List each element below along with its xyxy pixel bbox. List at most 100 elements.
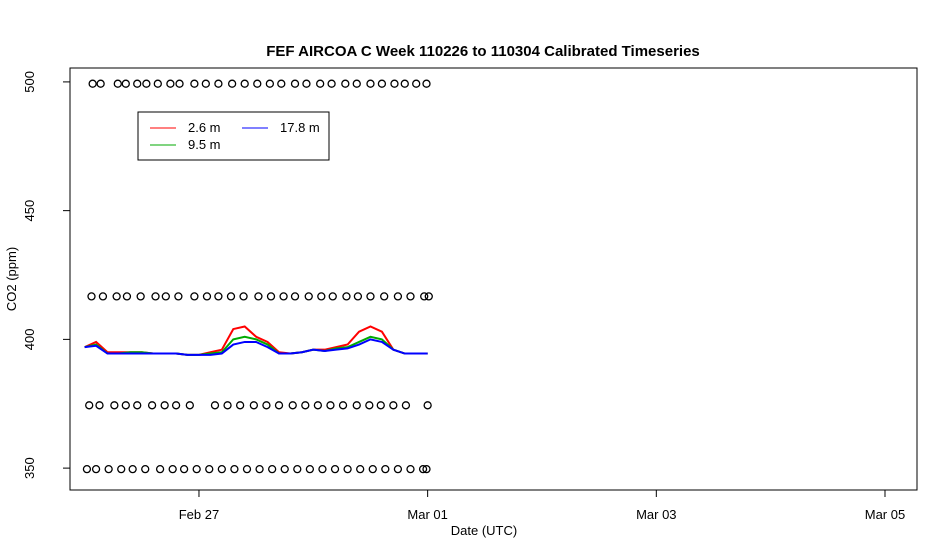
flag-marker — [179, 464, 189, 474]
flag-marker — [343, 464, 352, 474]
flag-marker — [226, 292, 236, 301]
flag-marker — [265, 79, 275, 88]
series-line — [84, 335, 428, 356]
flag-marker — [235, 401, 245, 410]
flag-marker — [141, 464, 150, 474]
flag-marker — [230, 464, 239, 474]
flag-marker — [376, 401, 385, 410]
x-tick-label: Mar 01 — [407, 507, 447, 522]
flag-marker — [412, 79, 421, 88]
flag-marker — [301, 401, 310, 410]
flag-marker — [255, 464, 264, 474]
flag-marker — [267, 464, 277, 474]
flag-marker — [356, 464, 365, 474]
flag-marker — [142, 79, 151, 88]
flag-marker — [381, 464, 390, 474]
flag-marker — [400, 79, 409, 88]
flag-marker — [316, 79, 325, 88]
flag-marker — [217, 464, 226, 474]
flag-marker — [290, 292, 300, 301]
flag-marker — [365, 401, 374, 410]
flag-marker — [110, 401, 119, 410]
flag-marker — [341, 79, 350, 88]
y-tick-label: 400 — [22, 329, 37, 351]
flag-marker — [274, 401, 284, 410]
flag-marker — [338, 401, 348, 410]
flag-marker — [160, 401, 169, 410]
flag-marker — [418, 464, 428, 474]
flag-marker — [377, 79, 387, 88]
flag-marker — [185, 401, 194, 410]
flag-marker — [249, 401, 259, 410]
flag-marker — [95, 401, 104, 410]
x-tick-label: Feb 27 — [179, 507, 219, 522]
flag-marker — [242, 464, 252, 474]
y-tick-label: 450 — [22, 200, 37, 222]
flag-marker — [192, 464, 201, 474]
flag-marker — [168, 464, 177, 474]
flag-marker — [85, 401, 94, 410]
y-tick-label: 350 — [22, 457, 37, 479]
flag-marker — [223, 401, 232, 410]
legend-label: 17.8 m — [280, 120, 320, 135]
flag-marker — [352, 401, 361, 410]
flag-marker — [253, 79, 262, 88]
y-axis-label: CO2 (ppm) — [4, 247, 19, 311]
flag-marker — [304, 292, 313, 301]
flag-marker — [166, 79, 175, 88]
flag-marker — [122, 292, 132, 301]
flag-marker — [190, 292, 199, 301]
flag-marker — [239, 292, 248, 301]
flag-marker — [406, 464, 415, 474]
flag-marker — [352, 79, 361, 88]
flag-marker — [380, 292, 389, 301]
flag-marker — [161, 292, 170, 301]
flag-marker — [422, 79, 431, 88]
flag-marker — [279, 292, 288, 301]
flag-marker — [313, 401, 323, 410]
flag-marker — [210, 401, 220, 410]
flag-marker — [254, 292, 263, 301]
flag-marker — [136, 292, 145, 301]
flag-marker — [147, 401, 157, 410]
flag-marker — [133, 79, 142, 88]
flag-marker — [262, 401, 271, 410]
flag-marker — [82, 464, 92, 474]
flag-marker — [96, 79, 105, 88]
flag-marker — [288, 401, 297, 410]
flag-marker — [202, 292, 212, 301]
flag-marker — [112, 292, 121, 301]
flag-marker — [390, 79, 399, 88]
flag-marker — [422, 464, 431, 474]
flag-marker — [293, 464, 302, 474]
flag-marker — [190, 79, 199, 88]
chart-title: FEF AIRCOA C Week 110226 to 110304 Calib… — [266, 43, 700, 60]
flag-marker — [133, 401, 142, 410]
flag-marker — [305, 464, 315, 474]
flag-marker — [174, 292, 183, 301]
flag-marker — [128, 464, 137, 474]
x-tick-label: Mar 03 — [636, 507, 676, 522]
series-line — [84, 338, 428, 356]
flag-marker — [280, 464, 289, 474]
flag-marker — [420, 292, 429, 301]
flag-marker — [205, 464, 214, 474]
flag-marker — [393, 292, 403, 301]
flag-marker — [201, 79, 210, 88]
flag-marker — [353, 292, 363, 301]
flag-marker — [389, 401, 398, 410]
flag-marker — [342, 292, 351, 301]
legend-label: 2.6 m — [188, 120, 221, 135]
flag-marker — [214, 292, 223, 301]
legend-label: 9.5 m — [188, 137, 221, 152]
flag-marker — [366, 292, 375, 301]
x-axis-label: Date (UTC) — [451, 523, 517, 538]
legend-box — [137, 111, 330, 161]
flag-marker — [266, 292, 276, 301]
flag-marker — [88, 79, 97, 88]
flag-marker — [155, 464, 165, 474]
flag-marker — [91, 464, 101, 474]
flag-marker — [368, 464, 377, 474]
plot-frame — [69, 67, 918, 491]
